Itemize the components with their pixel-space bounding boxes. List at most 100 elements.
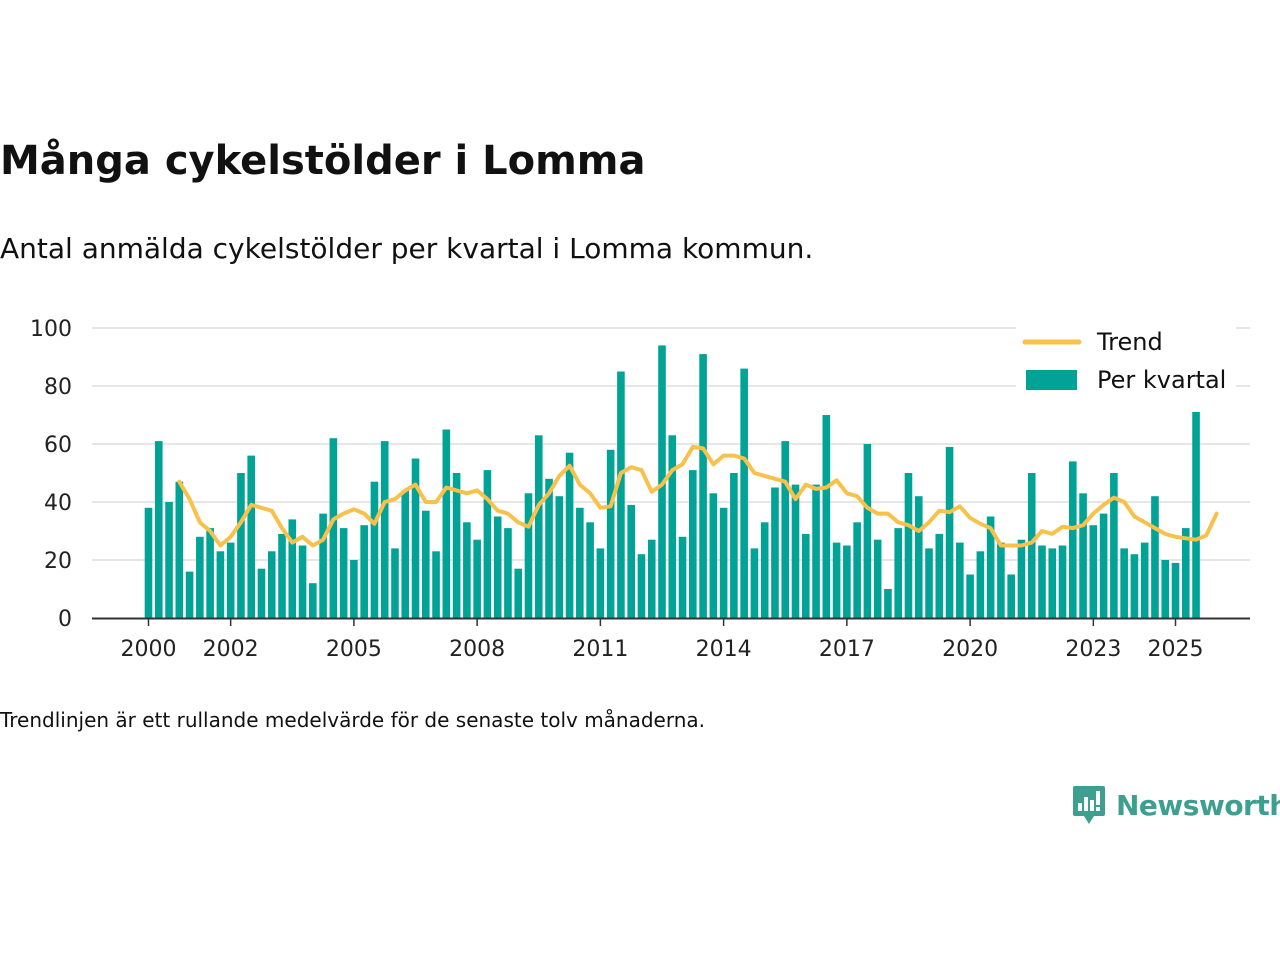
bar (709, 493, 718, 618)
x-axis: 2000 2002 2005 2008 2011 2014 2017 2020 2023 2025 (92, 617, 1250, 662)
chart-subtitle: Antal anmälda cykelstölder per kvartal i… (0, 232, 814, 265)
bar (463, 522, 471, 618)
bar (309, 583, 317, 618)
bar (801, 533, 810, 618)
x-tick-label: 2017 (819, 637, 875, 662)
bar (1120, 548, 1128, 618)
bar (175, 481, 184, 618)
bar (370, 481, 379, 618)
bar (678, 536, 687, 618)
bar (1140, 542, 1149, 618)
bar (1151, 496, 1159, 618)
bar (873, 539, 882, 618)
x-tick-label: 2005 (326, 637, 382, 662)
bar (832, 542, 841, 618)
trend-series (177, 444, 1219, 548)
bar (689, 470, 697, 618)
brand-name: Newsworthy (1116, 788, 1280, 822)
brand-logo[interactable]: Newsworthy (1072, 784, 1280, 826)
bar (247, 455, 255, 618)
bar (545, 478, 553, 618)
bar (493, 516, 502, 618)
legend-background (1016, 324, 1236, 412)
bar (1110, 473, 1118, 618)
bar (997, 542, 1005, 618)
bar (216, 551, 225, 618)
bar (843, 545, 851, 618)
bar (812, 484, 820, 618)
x-tick-label: 2023 (1065, 637, 1121, 662)
bar (524, 493, 533, 618)
y-axis-ticks: 0 20 40 60 80 100 (30, 317, 72, 632)
x-tick-label: 2000 (121, 637, 177, 662)
bar (627, 504, 635, 618)
bar (329, 438, 338, 618)
x-tick-label: 2008 (449, 637, 505, 662)
bar (1007, 574, 1015, 618)
bar (257, 568, 266, 618)
x-tick-label: 2002 (203, 637, 259, 662)
bar (411, 458, 420, 618)
bar (1192, 409, 1200, 618)
bar (185, 571, 194, 618)
chart-area: 0 20 40 60 80 100 2000 2002 2005 2008 2011 2014 201… (30, 317, 1250, 662)
bar (565, 452, 574, 618)
bar (267, 551, 276, 618)
bar (1038, 545, 1046, 618)
bar (432, 551, 440, 618)
bar (350, 560, 358, 618)
bar (986, 516, 995, 618)
bar (319, 513, 327, 618)
bar (637, 554, 646, 618)
legend-bars-label: Per kvartal (1097, 366, 1226, 394)
bar (904, 473, 913, 618)
bar (144, 507, 153, 618)
bar (165, 502, 173, 618)
bar (442, 429, 451, 618)
bar (617, 371, 625, 618)
bar (360, 525, 368, 618)
bar (1130, 554, 1139, 618)
bar (1017, 539, 1026, 618)
bar (237, 473, 245, 618)
x-tick-label: 2025 (1148, 637, 1204, 662)
bar (1058, 545, 1067, 618)
y-tick-label: 40 (44, 491, 72, 516)
bar (421, 510, 430, 618)
bar (781, 441, 790, 618)
bar (699, 354, 707, 618)
y-tick-label: 20 (44, 549, 72, 574)
bar (750, 548, 759, 618)
bar (534, 435, 543, 618)
bar (514, 568, 523, 618)
bar (473, 539, 481, 618)
bar (339, 528, 348, 618)
bar (730, 473, 738, 618)
bar (771, 487, 779, 618)
chart-title: Många cykelstölder i Lomma (0, 138, 646, 184)
bar (288, 519, 297, 618)
legend-bars-swatch (1026, 370, 1077, 390)
bar (298, 545, 307, 618)
y-tick-label: 100 (30, 317, 72, 342)
x-tick-label: 2011 (572, 637, 628, 662)
bar (740, 368, 748, 618)
bar (760, 522, 769, 618)
bar (822, 415, 831, 618)
legend-trend-label: Trend (1096, 328, 1163, 356)
bar (956, 542, 964, 618)
bar (719, 507, 728, 618)
bar (668, 435, 677, 618)
bar (945, 446, 954, 618)
bar (483, 470, 492, 618)
bar (586, 522, 594, 618)
bar (1048, 548, 1057, 618)
bar (1099, 513, 1108, 618)
bar (196, 536, 204, 618)
bar (555, 496, 564, 618)
bar (935, 533, 944, 618)
bar (925, 548, 933, 618)
x-tick-label: 2014 (696, 637, 752, 662)
bar (278, 533, 286, 618)
bar (606, 449, 615, 618)
